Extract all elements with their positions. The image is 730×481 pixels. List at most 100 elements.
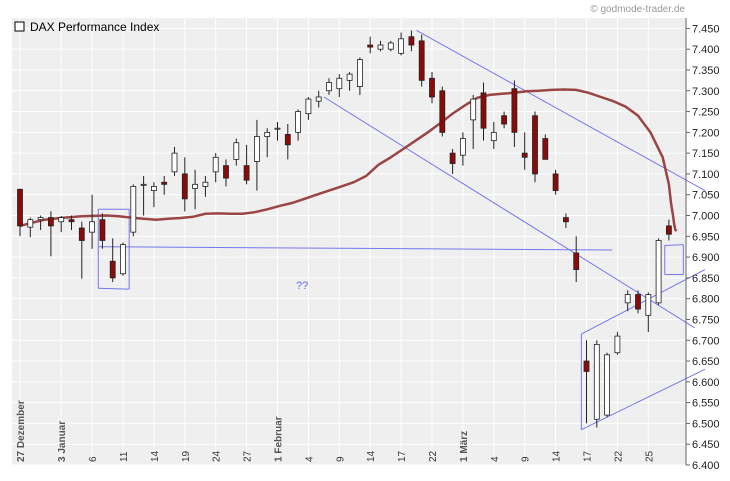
candle-body <box>501 115 508 125</box>
y-tick-label: 6.850 <box>692 273 720 285</box>
candle-body <box>398 38 405 54</box>
y-tick-label: 7.350 <box>692 65 720 77</box>
candle-body <box>583 360 590 372</box>
candle-body <box>666 225 672 235</box>
y-tick-label: 6.550 <box>692 398 720 410</box>
candle-body <box>449 152 456 164</box>
candle-body <box>233 142 240 160</box>
credit-text: © godmode-trader.de <box>590 4 685 15</box>
candle-body <box>346 73 353 81</box>
plot-area <box>12 18 686 465</box>
x-tick-label: 6 <box>88 456 99 462</box>
candle-body <box>109 260 116 279</box>
x-tick-label: 17 <box>397 450 408 462</box>
candle-body <box>573 252 580 270</box>
y-tick-label: 7.300 <box>692 86 720 98</box>
candles <box>17 30 672 428</box>
x-tick-label: 9 <box>335 456 346 462</box>
candle-body <box>377 44 384 50</box>
y-tick-label: 7.000 <box>692 211 720 223</box>
candle-body <box>336 77 343 90</box>
y-tick-label: 7.100 <box>692 169 720 181</box>
candle-body <box>305 98 312 115</box>
x-tick-label: 1 März <box>459 431 470 462</box>
candle-body <box>89 221 95 233</box>
candle-body <box>542 138 549 160</box>
candle-body <box>181 173 188 200</box>
candle-body <box>17 188 23 227</box>
candle-body <box>655 240 662 304</box>
candle-body <box>459 138 466 156</box>
legend-box-icon <box>14 21 25 32</box>
candle-body <box>161 181 168 185</box>
x-tick-label: 9 <box>521 456 532 462</box>
trendline <box>581 368 706 431</box>
candle-body <box>58 217 65 223</box>
candle-body <box>315 96 322 102</box>
candle-body <box>192 183 199 189</box>
x-tick-label: 11 <box>119 451 130 462</box>
candle-body <box>635 294 641 310</box>
candle-body <box>120 244 126 275</box>
x-tick-label: 14 <box>552 450 563 462</box>
trendline <box>664 244 684 246</box>
x-tick-label: 17 <box>583 450 594 462</box>
trendlines <box>97 30 706 431</box>
x-tick-label: 14 <box>366 450 377 462</box>
x-tick-label: 1 Februar <box>274 416 285 462</box>
candle-body <box>604 354 610 416</box>
y-tick-label: 7.400 <box>692 44 720 56</box>
y-axis: 6.400 6.450 6.500 6.550 6.600 6.650 6.700 6.750… <box>685 18 720 472</box>
candle-body <box>326 82 332 92</box>
y-tick-label: 6.750 <box>692 314 720 326</box>
x-tick-label: 27 <box>243 450 254 462</box>
candle-body <box>27 219 34 228</box>
trendline <box>581 269 706 335</box>
x-tick-label: 4 <box>304 456 315 462</box>
candle-body <box>212 156 219 173</box>
x-tick-label: 24 <box>212 450 223 462</box>
x-tick-label: 3 Januar <box>57 421 68 462</box>
x-tick-label: 22 <box>613 450 624 462</box>
candle-body <box>150 186 157 191</box>
candle-body <box>511 88 518 133</box>
y-tick-label: 6.900 <box>692 252 720 264</box>
y-tick-label: 6.400 <box>692 460 720 472</box>
y-tick-label: 6.800 <box>692 294 720 306</box>
trendline <box>98 287 130 290</box>
x-tick-label: 14 <box>150 450 161 462</box>
candle-body <box>470 98 477 121</box>
candle-body <box>37 217 44 221</box>
y-tick-label: 6.950 <box>692 231 720 243</box>
candle-body <box>614 335 621 354</box>
candle-body <box>356 59 363 88</box>
candle-body <box>563 217 569 223</box>
x-tick-label: 25 <box>644 450 655 462</box>
question-annotation: ?? <box>296 280 308 292</box>
candle-body <box>552 173 559 191</box>
candle-body <box>624 294 631 304</box>
candle-body <box>429 77 435 98</box>
x-tick-label: 19 <box>181 450 192 462</box>
candle-body <box>223 165 229 179</box>
candle-body <box>645 294 652 316</box>
y-tick-label: 7.450 <box>692 23 720 35</box>
candle-body <box>171 152 178 173</box>
candle-body <box>68 219 75 223</box>
candle-body <box>264 131 271 137</box>
y-tick-label: 6.600 <box>692 377 720 389</box>
candle-body <box>140 183 147 186</box>
candle-body <box>439 90 446 133</box>
candle-body <box>253 136 260 162</box>
y-tick-label: 7.250 <box>692 107 720 119</box>
candle-body <box>274 127 281 130</box>
x-tick-label: 4 <box>490 456 501 462</box>
chart-title: DAX Performance Index <box>30 20 159 34</box>
y-tick-label: 6.450 <box>692 439 720 451</box>
x-tick-label: 22 <box>428 450 439 462</box>
candle-body <box>284 134 291 146</box>
moving-average-line <box>19 88 678 232</box>
y-tick-label: 7.200 <box>692 127 720 139</box>
candle-body <box>48 217 54 227</box>
